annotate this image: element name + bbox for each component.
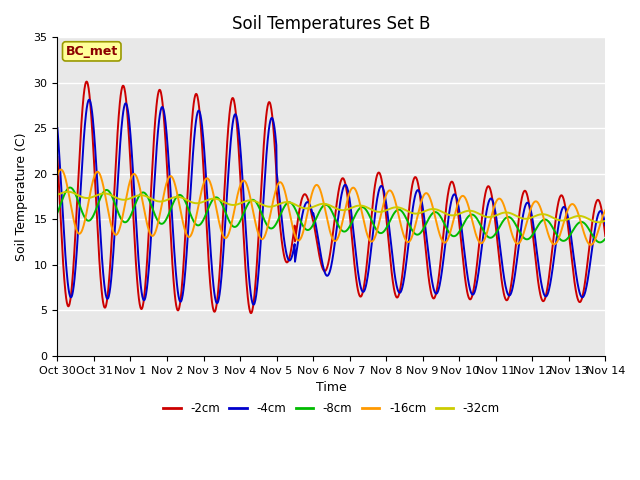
- Y-axis label: Soil Temperature (C): Soil Temperature (C): [15, 132, 28, 261]
- Title: Soil Temperatures Set B: Soil Temperatures Set B: [232, 15, 431, 33]
- Legend: -2cm, -4cm, -8cm, -16cm, -32cm: -2cm, -4cm, -8cm, -16cm, -32cm: [158, 398, 504, 420]
- Text: BC_met: BC_met: [66, 45, 118, 58]
- X-axis label: Time: Time: [316, 381, 347, 394]
